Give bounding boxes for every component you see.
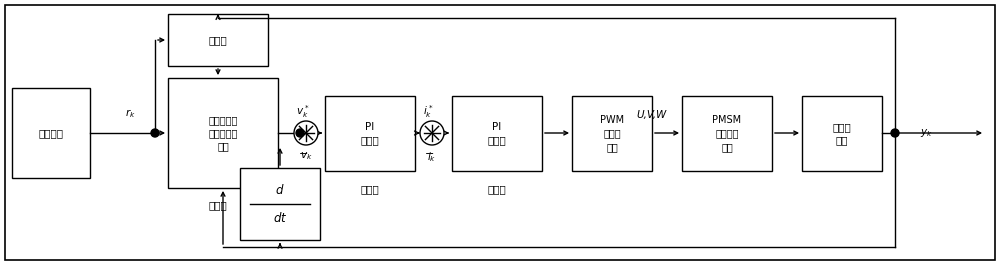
Ellipse shape — [420, 121, 444, 145]
Bar — [572, 96, 652, 171]
Text: $v_k^*$: $v_k^*$ — [296, 103, 310, 120]
Text: 位置环: 位置环 — [209, 200, 227, 210]
Text: $d$: $d$ — [275, 183, 285, 197]
Ellipse shape — [296, 129, 304, 137]
Text: $r_k$: $r_k$ — [125, 107, 135, 120]
Bar — [240, 168, 320, 240]
Text: PMSM
永磁同步
电机: PMSM 永磁同步 电机 — [712, 115, 742, 152]
Text: $i_k^*$: $i_k^*$ — [423, 103, 433, 120]
Text: $v_k$: $v_k$ — [300, 150, 312, 162]
Text: U,V,W: U,V,W — [637, 110, 667, 120]
Text: $i_k$: $i_k$ — [427, 150, 437, 164]
Text: −: − — [425, 149, 435, 159]
Text: $y_k$: $y_k$ — [920, 127, 933, 139]
Text: 速度环: 速度环 — [361, 184, 379, 194]
Text: −: − — [299, 149, 309, 159]
Ellipse shape — [891, 129, 899, 137]
Bar — [802, 96, 882, 171]
Text: 给定模块: 给定模块 — [39, 128, 64, 138]
Text: 离散多周期
滑模重复控
制器: 离散多周期 滑模重复控 制器 — [208, 115, 238, 151]
Ellipse shape — [151, 129, 159, 137]
Text: $dt$: $dt$ — [273, 211, 287, 225]
Text: PWM
功率驱
动器: PWM 功率驱 动器 — [600, 115, 624, 152]
Bar — [12, 88, 90, 178]
Text: 光电编
码器: 光电编 码器 — [833, 122, 851, 145]
Text: 电流环: 电流环 — [488, 184, 506, 194]
Bar — [325, 96, 415, 171]
Text: PI
控制器: PI 控制器 — [361, 122, 379, 145]
Bar — [452, 96, 542, 171]
Text: PI
控制器: PI 控制器 — [488, 122, 506, 145]
Bar — [682, 96, 772, 171]
Text: 存储器: 存储器 — [209, 35, 227, 45]
Ellipse shape — [294, 121, 318, 145]
Bar — [168, 14, 268, 66]
Bar — [168, 78, 278, 188]
